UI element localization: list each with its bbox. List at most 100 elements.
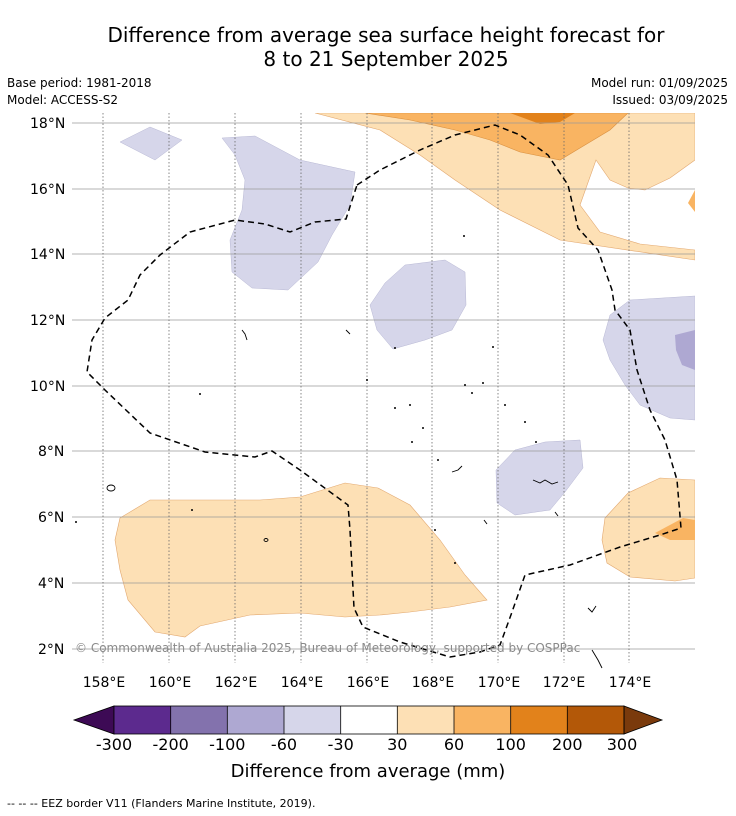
colorbar-extend-low — [72, 705, 115, 735]
atoll-4 — [409, 404, 411, 406]
lat-label-8n: 8°N — [38, 444, 65, 460]
atolls — [75, 235, 537, 564]
lon-label-174e: 174°E — [608, 675, 652, 691]
colorbar-tick-minus-100: -100 — [209, 735, 246, 754]
lon-label-162e: 162°E — [214, 675, 258, 691]
atoll-20 — [437, 459, 439, 461]
negative-anomaly-blob-nw — [119, 126, 183, 161]
lon-label-172e: 172°E — [542, 675, 586, 691]
colorbar-extend-high — [623, 705, 664, 735]
colorbar-bin-8 — [510, 706, 568, 734]
atoll-17 — [75, 521, 77, 523]
atoll-14 — [394, 347, 396, 349]
colorbar — [72, 705, 664, 735]
eez-legend-note: -- -- -- EEZ border V11 (Flanders Marine… — [7, 797, 316, 810]
colorbar-title: Difference from average (mm) — [230, 761, 506, 782]
colorbar-tick-30: 30 — [387, 735, 408, 754]
island-3 — [241, 329, 248, 341]
colorbar-tick-60: 60 — [443, 735, 465, 754]
latitude-gridlines — [72, 122, 695, 650]
strong-positive-region-north — [510, 113, 575, 124]
colorbar-tick-minus-200: -200 — [152, 735, 189, 754]
island-1 — [106, 484, 116, 492]
lon-label-164e: 164°E — [280, 675, 324, 691]
island-chain-1 — [532, 479, 559, 485]
atoll-18 — [434, 529, 436, 531]
colorbar-bin-9 — [567, 706, 624, 734]
moderate-positive-region-southeast — [655, 518, 695, 540]
lat-label-10n: 10°N — [30, 379, 66, 395]
atoll-5 — [422, 427, 424, 429]
atoll-1 — [199, 393, 201, 395]
atoll-6 — [411, 441, 413, 443]
atoll-16 — [191, 509, 193, 511]
base-period-label: Base period: 1981-2018 — [7, 76, 152, 90]
moderate-negative-region-east — [675, 330, 695, 370]
atoll-15 — [463, 235, 465, 237]
positive-anomaly-region-north — [314, 113, 695, 261]
lat-label-16n: 16°N — [30, 182, 66, 198]
lon-label-168e: 168°E — [411, 675, 455, 691]
atoll-3 — [394, 407, 396, 409]
positive-anomaly-region-south — [114, 482, 488, 638]
lat-label-6n: 6°N — [38, 510, 65, 526]
map-title-line2: 8 to 21 September 2025 — [263, 47, 509, 71]
colorbar-dividers — [170, 706, 568, 734]
island-2 — [263, 538, 269, 542]
colorbar-bin-2 — [170, 706, 228, 734]
lon-label-166e: 166°E — [346, 675, 390, 691]
positive-anomaly-region-southeast — [601, 477, 695, 582]
atoll-7 — [464, 384, 466, 386]
island-5 — [587, 605, 597, 613]
colorbar-frame — [113, 705, 625, 735]
lat-label-18n: 18°N — [30, 116, 66, 132]
colorbar-tick-200: 200 — [552, 735, 583, 754]
islands — [106, 329, 603, 669]
colorbar-tick-minus-300: -300 — [95, 735, 133, 754]
island-6 — [591, 649, 603, 669]
map-title-line1: Difference from average sea surface heig… — [107, 23, 665, 47]
colorbar-bin-7 — [454, 706, 511, 734]
colorbar-bin-1 — [114, 706, 171, 734]
lat-label-4n: 4°N — [38, 576, 65, 592]
colorbar-tick-minus-30: -30 — [327, 735, 354, 754]
colorbar-tick-100: 100 — [495, 735, 526, 754]
colorbar-bin-3 — [227, 706, 284, 734]
atoll-13 — [492, 346, 494, 348]
colorbar-bin-6 — [397, 706, 454, 734]
issued-label: Issued: 03/09/2025 — [612, 93, 728, 107]
lat-label-12n: 12°N — [30, 313, 66, 329]
island-8 — [483, 519, 488, 525]
lat-label-14n: 14°N — [30, 247, 66, 263]
colorbar-tick-300: 300 — [606, 735, 638, 754]
colorbar-bin-4 — [284, 706, 341, 734]
island-7 — [554, 511, 559, 517]
eez-border — [86, 124, 682, 658]
lon-label-160e: 160°E — [148, 675, 192, 691]
atoll-12 — [535, 441, 537, 443]
longitude-gridlines — [102, 113, 630, 663]
island-chain-2 — [451, 465, 463, 473]
negative-anomaly-region-center — [369, 259, 467, 350]
atoll-10 — [504, 404, 506, 406]
copyright-notice: © Commonwealth of Australia 2025, Bureau… — [75, 641, 581, 655]
lon-label-158e: 158°E — [82, 675, 126, 691]
positive-anomaly-edge-east — [688, 190, 695, 212]
model-run-label: Model run: 01/09/2025 — [590, 76, 728, 90]
lat-label-2n: 2°N — [38, 642, 65, 658]
atoll-11 — [524, 421, 526, 423]
colorbar-bin-5 — [340, 706, 398, 734]
atoll-2 — [366, 379, 368, 381]
negative-anomaly-region-east — [602, 295, 695, 421]
atoll-8 — [471, 392, 473, 394]
atoll-9 — [482, 382, 484, 384]
model-label: Model: ACCESS-S2 — [7, 93, 119, 107]
island-4 — [345, 329, 351, 335]
negative-anomaly-region-north — [221, 135, 356, 291]
negative-anomaly-region-southeast — [495, 439, 584, 516]
colorbar-tick-minus-60: -60 — [270, 735, 298, 754]
anomaly-contours — [114, 113, 695, 638]
atoll-19 — [454, 562, 456, 564]
lon-label-170e: 170°E — [477, 675, 521, 691]
